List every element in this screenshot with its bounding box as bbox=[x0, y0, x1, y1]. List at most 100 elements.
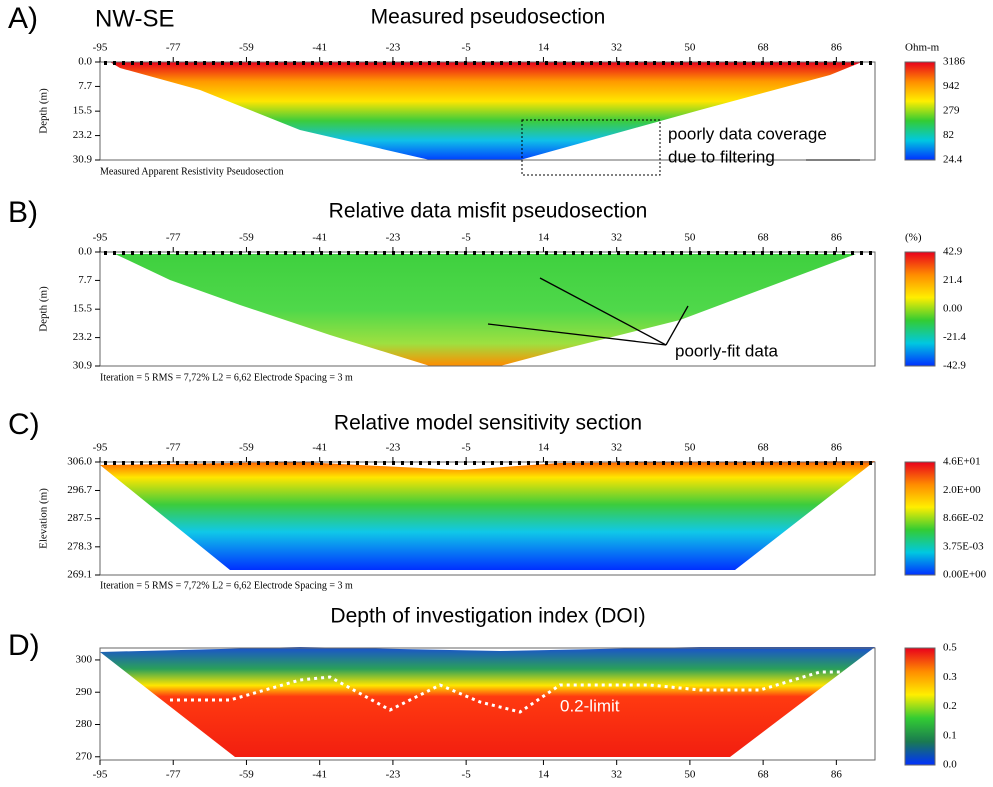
section-field bbox=[110, 62, 862, 160]
x-tick-label: -41 bbox=[312, 232, 327, 244]
x-tick-label: -59 bbox=[239, 42, 254, 54]
y-tick-label: 280 bbox=[76, 718, 93, 730]
colorbar-label: 0.1 bbox=[943, 729, 957, 741]
panel-label: C) bbox=[8, 408, 40, 441]
y-axis-label: Elevation (m) bbox=[38, 488, 50, 549]
panel-label: D) bbox=[8, 629, 40, 662]
y-tick-label: 7.7 bbox=[78, 274, 92, 286]
x-tick-label: -5 bbox=[462, 769, 472, 781]
x-tick-label: 50 bbox=[684, 232, 696, 244]
x-tick-label: 32 bbox=[611, 769, 622, 781]
panels: A) Measured pseudosection NW-SE -95 -77 -59 -4… bbox=[8, 2, 987, 781]
colorbar bbox=[904, 647, 936, 766]
colorbar-unit: Ohm-m bbox=[905, 42, 940, 54]
x-tick-label: 68 bbox=[758, 42, 770, 54]
colorbar-label: 82 bbox=[943, 129, 954, 141]
x-tick-label: -77 bbox=[166, 232, 181, 244]
y-tick-label: 296.7 bbox=[67, 484, 92, 496]
arrow bbox=[539, 277, 667, 346]
x-tick-label: 50 bbox=[684, 769, 696, 781]
y-tick-label: 300 bbox=[76, 653, 93, 665]
y-tick-label: 287.5 bbox=[67, 512, 92, 524]
x-tick-label: 14 bbox=[538, 232, 550, 244]
y-tick-label: 30.9 bbox=[73, 154, 93, 166]
x-tick-label: 86 bbox=[831, 442, 843, 454]
colorbar-label: 4.6E+01 bbox=[943, 456, 981, 468]
x-tick-label: -77 bbox=[166, 442, 181, 454]
y-tick-label: 0.0 bbox=[78, 56, 92, 68]
x-tick-label: 86 bbox=[831, 232, 843, 244]
colorbar-unit: (%) bbox=[905, 232, 922, 244]
y-tick-label: 270 bbox=[76, 750, 93, 762]
annotation: 0.2-limit bbox=[560, 696, 620, 715]
colorbar-label: 24.4 bbox=[943, 154, 963, 166]
colorbar-label: 0.00 bbox=[943, 303, 963, 315]
doi-limit bbox=[170, 670, 860, 714]
x-tick-label: 50 bbox=[684, 442, 696, 454]
coverage-box bbox=[521, 119, 661, 176]
y-tick-label: 15.5 bbox=[73, 105, 93, 117]
x-tick-label: -23 bbox=[386, 232, 401, 244]
y-axis-label: Depth (m) bbox=[38, 286, 50, 332]
arrow bbox=[487, 323, 667, 346]
colorbar-label: 279 bbox=[943, 105, 960, 117]
x-tick-label: 68 bbox=[758, 232, 770, 244]
colorbar-label: 0.5 bbox=[943, 642, 957, 654]
x-tick-label: 32 bbox=[611, 42, 622, 54]
x-tick-label: -77 bbox=[166, 769, 181, 781]
colorbar bbox=[904, 251, 936, 367]
colorbar-label: -21.4 bbox=[943, 331, 966, 343]
x-tick-label: -41 bbox=[312, 769, 327, 781]
x-tick-label: -59 bbox=[239, 769, 254, 781]
x-tick-label: 14 bbox=[538, 769, 550, 781]
colorbar-label: 3186 bbox=[943, 56, 966, 68]
section-field bbox=[100, 647, 875, 757]
x-tick-label: 14 bbox=[538, 42, 550, 54]
panel-label: B) bbox=[8, 196, 38, 229]
y-tick-label: 290 bbox=[76, 686, 93, 698]
y-axis-label: Depth (m) bbox=[38, 88, 50, 134]
colorbar-label: 3.75E-03 bbox=[943, 540, 984, 552]
colorbar-label: 2.0E+00 bbox=[943, 484, 981, 496]
x-tick-label: -5 bbox=[462, 232, 472, 244]
x-tick-label: -41 bbox=[312, 442, 327, 454]
colorbar-label: -42.9 bbox=[943, 360, 966, 372]
colorbar-label: 0.00E+00 bbox=[943, 569, 987, 581]
annotation: poorly data coverage bbox=[668, 124, 827, 143]
colorbar-label: 8.66E-02 bbox=[943, 512, 984, 524]
footer-note: Iteration = 5 RMS = 7,72% L2 = 6,62 Elec… bbox=[100, 372, 353, 383]
colorbar-label: 0.3 bbox=[943, 671, 957, 683]
colorbar-label: 21.4 bbox=[943, 274, 963, 286]
panel-title: Depth of investigation index (DOI) bbox=[330, 605, 645, 628]
colorbar bbox=[904, 461, 936, 576]
y-tick-label: 15.5 bbox=[73, 303, 93, 315]
section-field bbox=[100, 461, 875, 570]
y-tick-label: 23.2 bbox=[73, 129, 92, 141]
plot-frame bbox=[99, 647, 876, 761]
panel-tag: NW-SE bbox=[95, 5, 175, 32]
colorbar-label: 942 bbox=[943, 80, 960, 92]
x-tick-label: -95 bbox=[93, 232, 108, 244]
panel-title: Relative data misfit pseudosection bbox=[329, 200, 648, 223]
colorbar-label: 42.9 bbox=[943, 246, 963, 258]
x-tick-label: -23 bbox=[386, 42, 401, 54]
y-tick-label: 269.1 bbox=[67, 569, 92, 581]
x-tick-label: -5 bbox=[462, 442, 472, 454]
x-tick-label: 86 bbox=[831, 42, 843, 54]
x-tick-label: 32 bbox=[611, 232, 622, 244]
y-tick-label: 30.9 bbox=[73, 360, 93, 372]
x-tick-label: -59 bbox=[239, 442, 254, 454]
panel-label: A) bbox=[8, 2, 38, 35]
x-tick-label: -77 bbox=[166, 42, 181, 54]
arrow bbox=[665, 305, 689, 346]
x-tick-label: -95 bbox=[93, 442, 108, 454]
x-tick-label: -23 bbox=[386, 769, 401, 781]
footer-note: Iteration = 5 RMS = 7,72% L2 = 6,62 Elec… bbox=[100, 580, 353, 591]
annotation: due to filtering bbox=[668, 147, 775, 166]
colorbar-label: 0.0 bbox=[943, 759, 957, 771]
y-tick-label: 306.0 bbox=[67, 456, 92, 468]
x-tick-label: -59 bbox=[239, 232, 254, 244]
x-tick-label: -95 bbox=[93, 42, 108, 54]
x-tick-label: 86 bbox=[831, 769, 843, 781]
